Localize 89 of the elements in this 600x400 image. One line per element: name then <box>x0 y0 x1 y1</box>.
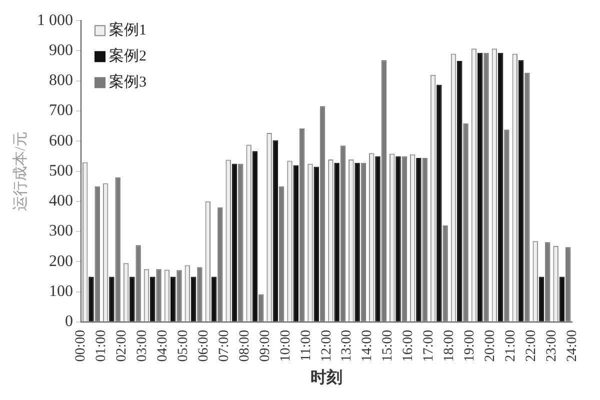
bar <box>538 276 544 322</box>
bar <box>190 276 196 322</box>
x-tick-label: 20:00 <box>483 330 498 362</box>
x-tick-label: 21:00 <box>503 330 518 362</box>
x-tick-label: 22:00 <box>524 330 539 362</box>
bar <box>436 84 442 322</box>
bar <box>559 276 565 322</box>
x-tick-label: 17:00 <box>422 330 437 362</box>
bar <box>115 177 120 322</box>
x-tick-label: 16:00 <box>401 330 416 362</box>
bar <box>218 207 223 322</box>
legend-label: 案例3 <box>109 74 146 91</box>
x-tick-label: 06:00 <box>196 330 212 362</box>
x-tick-label: 23:00 <box>544 330 560 362</box>
bar <box>381 60 387 322</box>
x-tick-label: 19:00 <box>462 330 478 362</box>
bar <box>402 156 407 322</box>
y-tick-label: 300 <box>49 222 73 240</box>
bar <box>130 276 135 322</box>
legend-label: 案例2 <box>109 48 146 65</box>
bar <box>545 242 550 322</box>
y-tick-label: 600 <box>49 132 73 150</box>
bar <box>334 162 340 322</box>
bar <box>299 128 305 322</box>
bar <box>232 164 238 322</box>
y-tick-label: 100 <box>49 282 73 300</box>
x-tick-label: 13:00 <box>340 330 355 362</box>
bar <box>457 60 462 322</box>
y-tick-label: 900 <box>49 42 73 59</box>
bar <box>375 156 380 322</box>
bar <box>518 60 524 322</box>
bar <box>565 247 571 322</box>
bar <box>484 52 489 322</box>
bar <box>442 225 448 322</box>
x-tick-label: 15:00 <box>380 330 396 362</box>
y-tick-label: 700 <box>49 102 73 120</box>
x-tick-label: 11:00 <box>298 330 314 362</box>
bar <box>314 166 319 322</box>
x-axis-title: 时刻 <box>310 368 343 387</box>
bar <box>88 276 94 322</box>
bar <box>293 165 299 322</box>
y-tick-label: 0 <box>65 313 73 330</box>
x-tick-label: 03:00 <box>135 330 150 362</box>
x-tick-label: 14:00 <box>360 330 376 362</box>
bar <box>211 276 217 322</box>
bar <box>156 269 162 322</box>
x-tick-label: 04:00 <box>156 330 171 362</box>
x-tick-label: 01:00 <box>94 330 110 362</box>
bar <box>170 276 176 322</box>
y-tick-label: 1 000 <box>37 12 73 29</box>
bar <box>504 130 510 322</box>
bar <box>252 151 258 322</box>
x-tick-label: 12:00 <box>319 330 334 362</box>
bar <box>136 245 141 322</box>
x-tick-label: 24:00 <box>564 330 580 362</box>
bar <box>340 146 346 322</box>
bar <box>524 72 530 322</box>
bar <box>258 294 264 322</box>
bar <box>150 276 156 322</box>
bar <box>278 186 284 322</box>
x-tick-label: 02:00 <box>114 330 130 362</box>
bar <box>422 158 428 322</box>
y-tick-label: 400 <box>49 192 73 210</box>
bar <box>396 156 401 322</box>
y-tick-label: 500 <box>49 162 73 180</box>
x-tick-label: 09:00 <box>258 330 273 362</box>
legend-label: 案例1 <box>109 22 146 39</box>
x-tick-label: 05:00 <box>176 330 192 362</box>
x-tick-label: 08:00 <box>237 330 252 362</box>
bar <box>354 162 360 322</box>
bar <box>498 52 504 322</box>
x-tick-label: 00:00 <box>74 330 89 362</box>
bar <box>94 186 100 322</box>
bar <box>238 164 244 322</box>
y-tick-label: 800 <box>49 72 73 90</box>
bar <box>477 52 483 322</box>
bar <box>176 270 182 322</box>
bar <box>320 106 326 322</box>
bar <box>463 123 468 322</box>
bar <box>360 162 366 322</box>
x-tick-label: 18:00 <box>442 330 458 362</box>
bar <box>197 267 202 322</box>
x-tick-label: 07:00 <box>216 330 232 362</box>
y-axis-title: 运行成本/元 <box>12 132 29 211</box>
bar <box>272 140 278 322</box>
x-tick-label: 10:00 <box>278 330 294 362</box>
bar <box>416 158 422 322</box>
bar <box>109 276 114 322</box>
y-tick-label: 200 <box>49 252 73 270</box>
